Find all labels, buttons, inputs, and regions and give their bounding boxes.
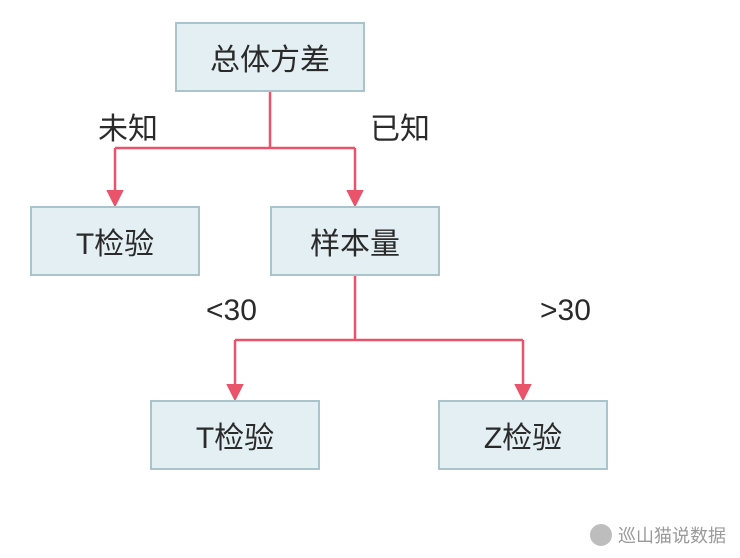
edge-label-lbl_unknown: 未知 bbox=[98, 104, 158, 148]
flowchart-node-root: 总体方差 bbox=[175, 22, 365, 92]
flowchart-edges bbox=[0, 0, 740, 558]
watermark-icon bbox=[590, 524, 612, 546]
edge-label-lbl_lt30: <30 bbox=[206, 294, 257, 328]
flowchart-node-sample: 样本量 bbox=[270, 206, 440, 276]
flowchart-node-ztest: Z检验 bbox=[438, 400, 608, 470]
flowchart-node-ttest2: T检验 bbox=[150, 400, 320, 470]
edge-label-lbl_gt30: >30 bbox=[540, 294, 591, 328]
watermark-text: 巡山猫说数据 bbox=[618, 522, 726, 548]
flowchart-node-ttest1: T检验 bbox=[30, 206, 200, 276]
edge-label-lbl_known: 已知 bbox=[370, 104, 430, 148]
watermark: 巡山猫说数据 bbox=[590, 522, 726, 548]
